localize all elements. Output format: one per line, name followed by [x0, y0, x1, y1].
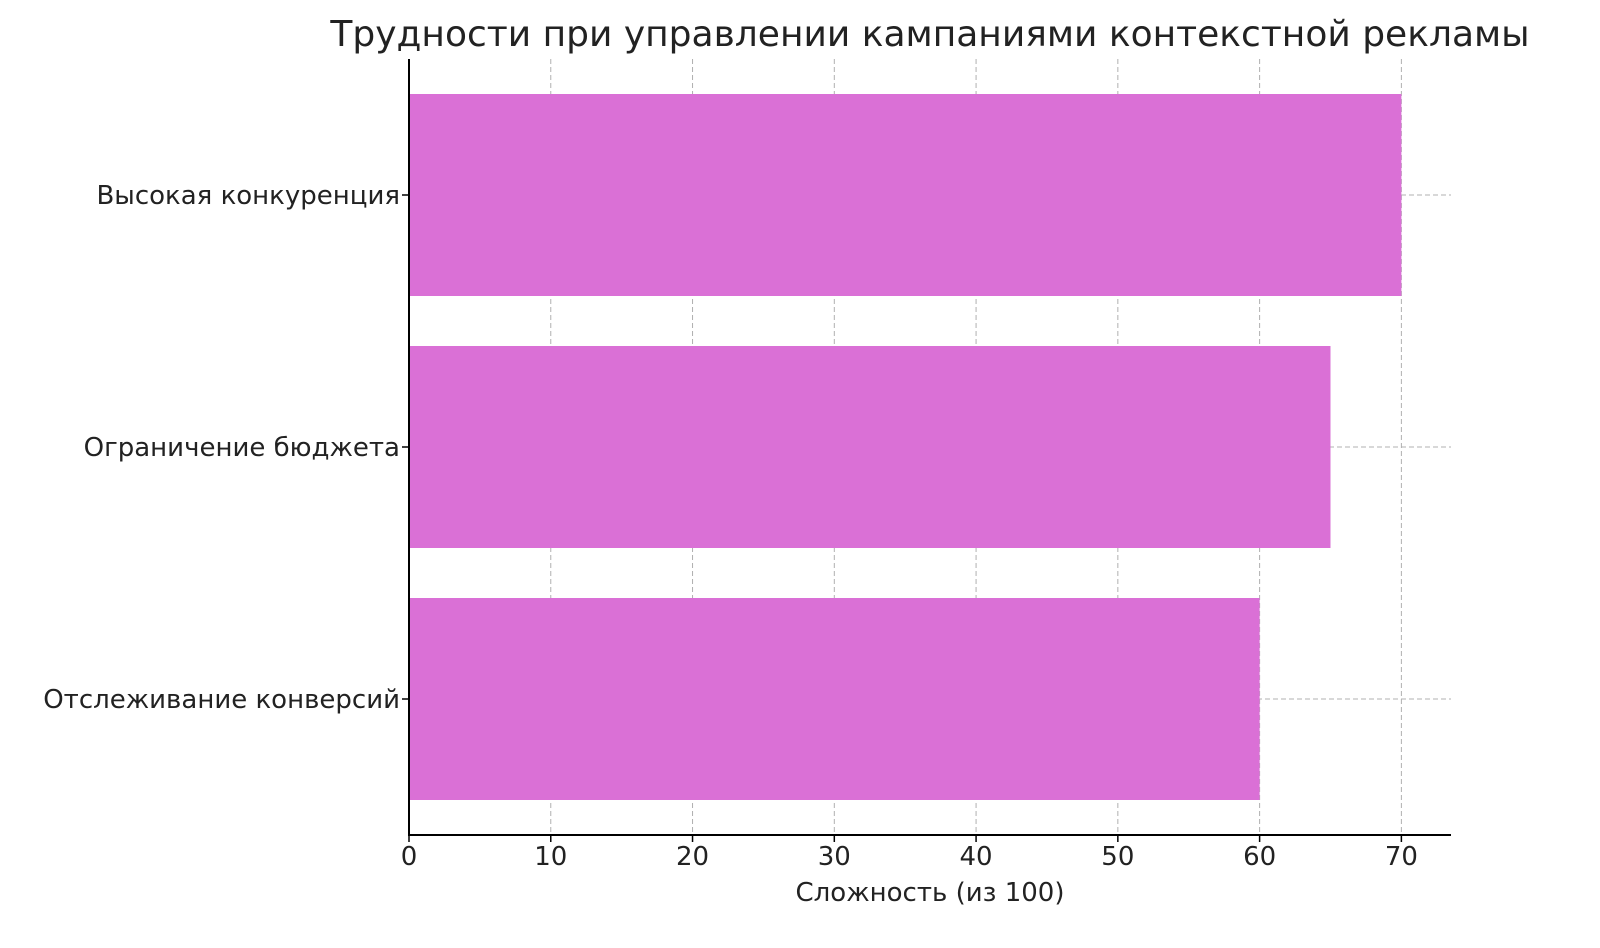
x-ticks: 0 10 20 30 40 50 60 70 [401, 835, 1418, 872]
x-tick-label: 70 [1385, 842, 1418, 872]
bar [409, 346, 1331, 548]
y-tick-label: Ограничение бюджета [84, 433, 400, 463]
bars [409, 94, 1402, 800]
bar [409, 94, 1402, 296]
bar [409, 598, 1260, 800]
x-axis-label: Сложность (из 100) [796, 878, 1065, 908]
chart-title: Трудности при управлении кампаниями конт… [329, 14, 1529, 55]
x-tick-label: 40 [960, 842, 993, 872]
x-tick-label: 50 [1101, 842, 1134, 872]
x-tick-label: 10 [534, 842, 567, 872]
y-ticks: Высокая конкуренция Ограничение бюджета От… [43, 181, 409, 715]
x-tick-label: 60 [1243, 842, 1276, 872]
x-tick-label: 20 [676, 842, 709, 872]
y-tick-label: Отслеживание конверсий [43, 685, 400, 715]
x-tick-label: 0 [401, 842, 418, 872]
y-tick-label: Высокая конкуренция [96, 181, 400, 211]
x-tick-label: 30 [818, 842, 851, 872]
